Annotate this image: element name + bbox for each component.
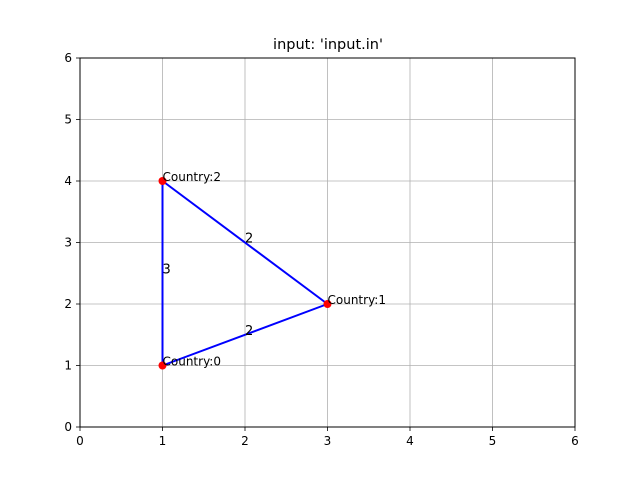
node-label: Country:0 — [163, 355, 221, 369]
node-point — [323, 300, 332, 308]
x-tick-label: 5 — [489, 434, 497, 448]
edge-lines — [161, 180, 329, 367]
node-points — [158, 177, 332, 370]
y-tick-label: 5 — [64, 113, 72, 127]
x-tick-label: 2 — [241, 434, 249, 448]
edge-weight-label: 3 — [163, 262, 171, 277]
x-tick-label: 6 — [571, 434, 579, 448]
node-label: Country:1 — [328, 293, 386, 307]
x-tick-label: 1 — [159, 434, 167, 448]
y-tick-label: 6 — [64, 51, 72, 65]
y-tick-label: 4 — [64, 174, 72, 188]
labels: 2 2 3 Country:0 Country:1 Country:2 — [163, 170, 386, 369]
edge-weight-label: 2 — [245, 324, 253, 339]
x-tick-label: 3 — [324, 434, 332, 448]
edge-weight-label: 2 — [245, 232, 253, 247]
y-tick-label: 1 — [64, 359, 72, 373]
node-label: Country:2 — [163, 170, 221, 184]
edge-line — [161, 180, 329, 305]
node-point — [158, 177, 167, 185]
axis-ticks: 0 1 2 3 4 5 6 0 1 2 3 4 5 6 — [64, 51, 578, 448]
node-point — [158, 361, 167, 370]
y-tick-label: 0 — [64, 420, 72, 434]
x-tick-label: 4 — [406, 434, 414, 448]
x-tick-label: 0 — [76, 434, 84, 448]
y-tick-label: 2 — [64, 297, 72, 311]
chart-title: input: 'input.in' — [273, 37, 383, 53]
edge-line — [162, 303, 328, 367]
y-tick-label: 3 — [64, 236, 72, 250]
